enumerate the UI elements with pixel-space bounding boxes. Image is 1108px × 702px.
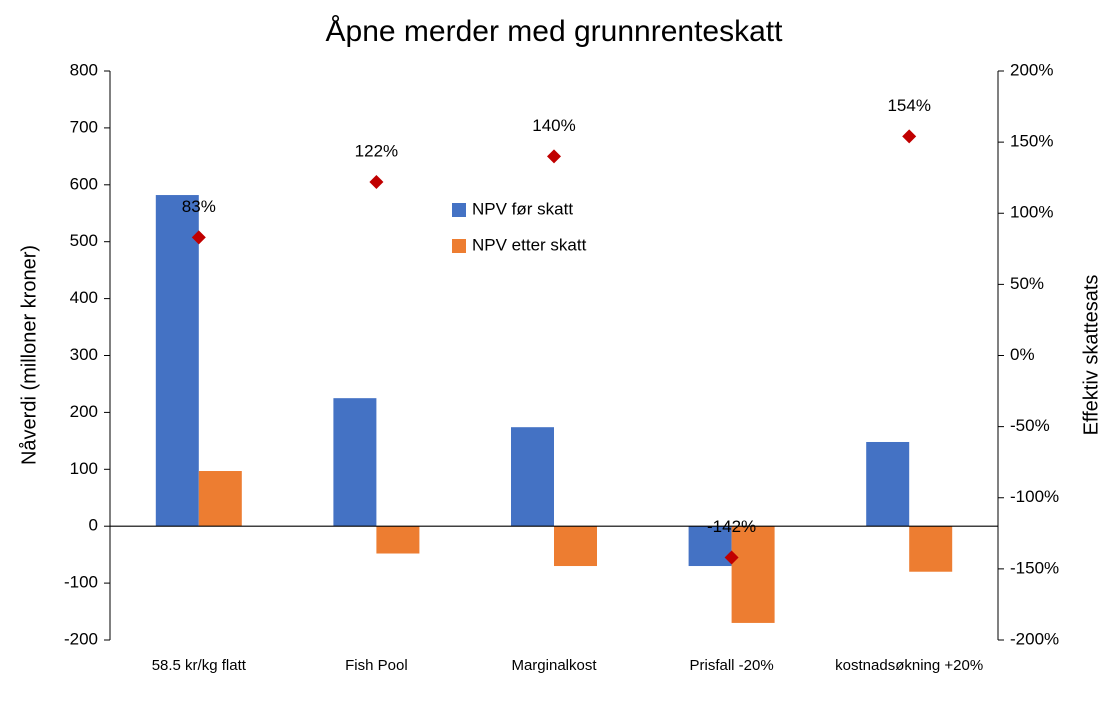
- y-tick-label: 500: [70, 231, 98, 250]
- y-tick-label: -200: [64, 629, 98, 648]
- y2-tick-label: -200%: [1010, 629, 1059, 648]
- y-tick-label: 200: [70, 402, 98, 421]
- y2-tick-label: -50%: [1010, 416, 1050, 435]
- y-tick-label: 0: [89, 516, 98, 535]
- y-tick-label: 100: [70, 459, 98, 478]
- y2-tick-label: -100%: [1010, 487, 1059, 506]
- data-label: 122%: [355, 141, 398, 160]
- bar: [909, 526, 953, 572]
- bar: [155, 195, 199, 527]
- y2-tick-label: 200%: [1010, 60, 1053, 79]
- x-tick-label: Prisfall -20%: [689, 657, 774, 674]
- data-label: 140%: [532, 116, 575, 135]
- x-tick-label: Fish Pool: [345, 657, 408, 674]
- marker: [547, 149, 561, 164]
- bar: [198, 471, 242, 527]
- marker: [369, 174, 384, 189]
- legend-label: NPV før skatt: [472, 199, 573, 218]
- bar: [554, 526, 597, 567]
- marker: [902, 129, 917, 144]
- data-label: -142%: [707, 517, 756, 536]
- chart-title: Åpne merder med grunnrenteskatt: [326, 15, 784, 48]
- y2-tick-label: 50%: [1010, 274, 1044, 293]
- y2-tick-label: 150%: [1010, 132, 1053, 151]
- y-tick-label: 800: [70, 60, 98, 79]
- y2-tick-label: 0%: [1010, 345, 1035, 364]
- legend-swatch: [452, 239, 466, 253]
- y-axis-label: Nåverdi (milloner kroner): [18, 245, 40, 465]
- x-tick-label: kostnadsøkning +20%: [835, 657, 984, 674]
- y-tick-label: 600: [70, 174, 98, 193]
- x-tick-label: 58.5 kr/kg flatt: [151, 657, 246, 674]
- bar: [511, 427, 554, 527]
- y-tick-label: 400: [70, 288, 98, 307]
- legend-label: NPV etter skatt: [472, 235, 587, 254]
- data-label: 83%: [182, 197, 216, 216]
- y-tick-label: 700: [70, 117, 98, 136]
- y2-tick-label: -150%: [1010, 558, 1059, 577]
- data-label: 154%: [887, 96, 930, 115]
- bar: [866, 441, 910, 527]
- y2-axis-label: Effektiv skattesats: [1080, 275, 1102, 436]
- bar: [688, 526, 732, 567]
- marker: [191, 230, 206, 245]
- bar: [731, 526, 775, 623]
- y-tick-label: 300: [70, 345, 98, 364]
- legend-swatch: [452, 203, 466, 217]
- bar: [376, 526, 420, 554]
- bar: [333, 398, 377, 527]
- marker: [724, 550, 739, 565]
- y-tick-label: -100: [64, 573, 98, 592]
- y2-tick-label: 100%: [1010, 203, 1053, 222]
- x-tick-label: Marginalkost: [511, 657, 597, 674]
